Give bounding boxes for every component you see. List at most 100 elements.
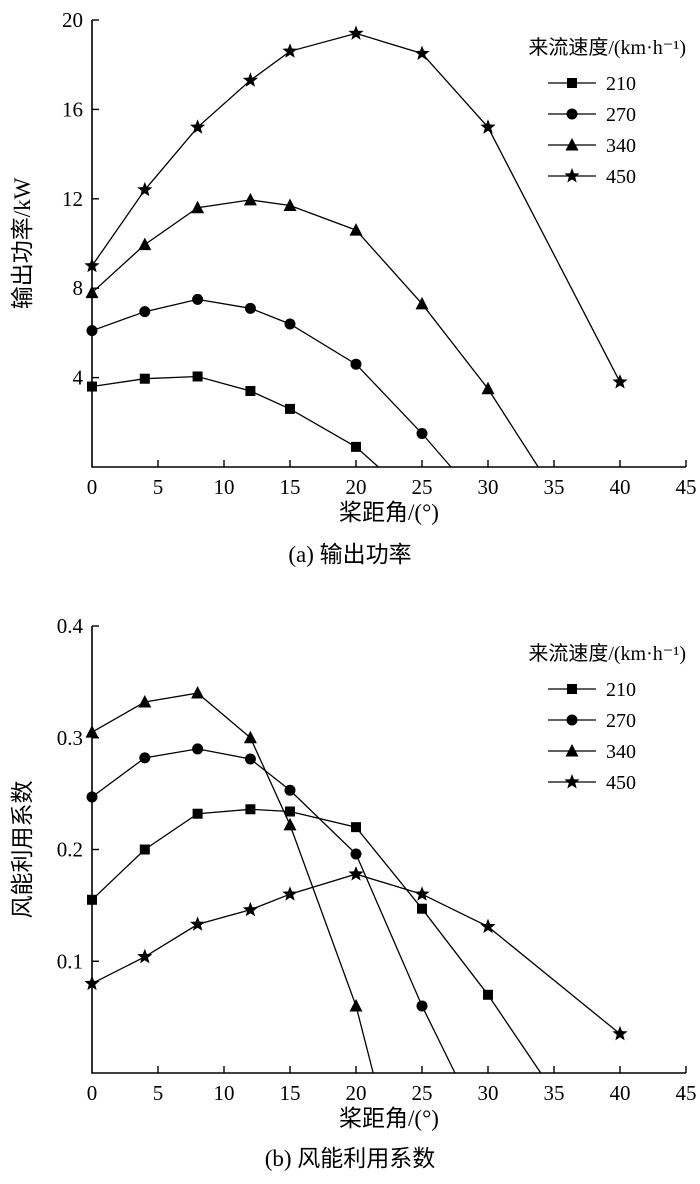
circle-marker [86, 325, 98, 337]
star-marker [564, 774, 580, 789]
circle-marker [244, 302, 256, 314]
star-marker [137, 181, 153, 197]
square-marker [192, 371, 203, 382]
x-tick-label: 25 [412, 1081, 433, 1105]
legend-label: 270 [606, 104, 636, 126]
triangle-marker [138, 237, 152, 251]
square-marker [139, 844, 150, 855]
triangle-marker [349, 998, 363, 1012]
series-340 [85, 192, 539, 468]
star-marker [190, 119, 206, 134]
square-marker [285, 806, 295, 817]
triangle-marker [85, 285, 99, 299]
x-tick-label: 35 [544, 475, 565, 499]
star-marker [480, 918, 496, 934]
x-tick-label: 30 [478, 1081, 499, 1105]
star-marker [612, 1025, 628, 1041]
triangle-marker [191, 686, 205, 699]
triangle-marker [283, 817, 297, 831]
y-tick-label: 8 [73, 276, 84, 300]
x-tick-label: 40 [610, 475, 631, 499]
series-line [91, 298, 452, 468]
chart-a-caption: (a) 输出功率 [288, 542, 412, 567]
x-axis-label: 桨距角/(°) [339, 500, 439, 525]
series-line [91, 375, 379, 468]
circle-marker [139, 306, 151, 318]
series-450 [84, 866, 628, 1041]
x-tick-label: 0 [87, 1081, 98, 1105]
y-ticks: 0.1 0.2 0.3 0.4 [57, 614, 99, 973]
star-marker [414, 886, 430, 901]
star-marker [348, 866, 364, 881]
square-marker [285, 403, 295, 414]
square-marker [192, 808, 203, 819]
star-marker [242, 72, 258, 87]
series-270 [86, 743, 456, 1074]
chart-b-block: 0 5 10 15 20 25 30 35 40 45 0.1 0.2 0.3 0.4 桨距角/(°) 风能利… [0, 612, 700, 1180]
star-marker [242, 901, 258, 917]
triangle-marker [191, 200, 205, 214]
star-marker [84, 257, 100, 273]
series-270 [86, 293, 452, 468]
y-axis-label: 风能利用系数 [10, 781, 35, 919]
spacer [0, 576, 700, 612]
y-tick-label: 0.1 [57, 949, 83, 973]
chart-a-block: 0 5 10 15 20 25 30 35 40 45 4 8 12 16 20 桨距角/(°) 输出功率/kW… [0, 6, 700, 576]
triangle-marker [138, 694, 152, 708]
star-marker [414, 45, 430, 60]
circle-marker [350, 848, 362, 860]
legend: 来流速度/(km·h⁻¹) 210 270 340 450 [528, 642, 686, 794]
x-tick-label: 15 [280, 1081, 301, 1105]
y-tick-label: 4 [73, 366, 84, 390]
legend-label: 270 [606, 710, 636, 732]
circle-marker [284, 318, 296, 330]
legend-label: 210 [606, 679, 636, 701]
legend-title: 来流速度/(km·h⁻¹) [528, 36, 686, 59]
legend-label: 450 [606, 166, 636, 188]
x-axis-label: 桨距角/(°) [339, 1106, 439, 1131]
triangle-marker [565, 744, 579, 757]
y-ticks: 4 8 12 16 20 [62, 8, 99, 390]
legend-label: 340 [606, 135, 636, 157]
y-tick-label: 0.3 [57, 726, 83, 750]
x-tick-label: 20 [346, 475, 367, 499]
triangle-marker [85, 725, 99, 738]
circle-marker [244, 753, 256, 765]
x-tick-label: 15 [280, 475, 301, 499]
square-marker [87, 894, 97, 905]
x-tick-label: 10 [214, 475, 235, 499]
star-marker [282, 43, 298, 58]
star-marker [348, 25, 364, 40]
series-line [91, 199, 539, 468]
series-line [91, 748, 456, 1074]
triangle-marker [349, 223, 363, 236]
circle-marker [350, 358, 362, 370]
chart-a-plot: 0 5 10 15 20 25 30 35 40 4548121620桨距角/(°)输出功率/kW… [10, 8, 697, 525]
legend-title: 来流速度/(km·h⁻¹) [528, 642, 686, 665]
circle-marker [566, 714, 578, 726]
square-marker [245, 804, 256, 815]
axes [91, 20, 686, 468]
star-marker [137, 948, 153, 964]
x-tick-label: 20 [346, 1081, 367, 1105]
x-tick-label: 25 [412, 475, 433, 499]
x-tick-label: 45 [676, 1081, 697, 1105]
triangle-marker [243, 730, 257, 744]
legend: 来流速度/(km·h⁻¹) 210 270 340 450 [528, 36, 686, 188]
circle-marker [416, 1000, 428, 1012]
x-tick-label: 5 [153, 1081, 164, 1105]
circle-marker [86, 791, 98, 803]
circle-marker [192, 293, 204, 305]
triangle-marker [481, 381, 495, 395]
x-tick-label: 0 [87, 475, 98, 499]
square-marker [351, 822, 361, 833]
series-line [91, 692, 374, 1074]
x-tick-label: 5 [153, 475, 164, 499]
triangle-marker [243, 192, 257, 206]
circle-marker [139, 752, 151, 764]
series-210 [87, 804, 542, 1074]
y-tick-label: 0.2 [57, 838, 83, 862]
y-axis-label: 输出功率/kW [10, 177, 35, 309]
series-340 [85, 686, 374, 1074]
star-marker [84, 975, 100, 991]
